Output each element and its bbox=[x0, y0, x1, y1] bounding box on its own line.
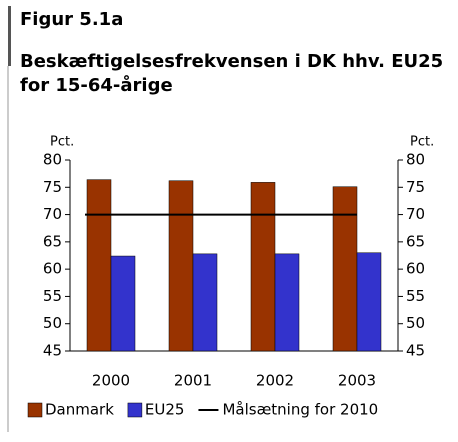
bar bbox=[86, 179, 112, 352]
bar bbox=[332, 186, 358, 352]
bar bbox=[192, 253, 218, 352]
y-tick-label: 70 bbox=[43, 205, 62, 223]
y2-tick-label: 70 bbox=[406, 205, 425, 223]
bar bbox=[274, 253, 300, 352]
legend-label: Danmark bbox=[45, 401, 114, 419]
bar bbox=[356, 252, 382, 352]
x-tick-label: 2003 bbox=[338, 372, 376, 390]
bar bbox=[250, 182, 276, 352]
y2-tick-label: 75 bbox=[406, 178, 425, 196]
y2-tick-label: 45 bbox=[406, 342, 425, 360]
header-bar bbox=[8, 6, 11, 66]
y-tick-label: 45 bbox=[43, 342, 62, 360]
legend-label: EU25 bbox=[145, 401, 185, 419]
legend-swatch bbox=[27, 402, 43, 418]
bar bbox=[168, 180, 194, 352]
x-tick-label: 2001 bbox=[174, 372, 212, 390]
y2-tick-label: 80 bbox=[406, 151, 425, 169]
chart-title: for 15-64-årige bbox=[20, 74, 173, 96]
x-tick-label: 2000 bbox=[92, 372, 130, 390]
y-tick-label: 80 bbox=[43, 151, 62, 169]
y-tick-label: 50 bbox=[43, 314, 62, 332]
y-tick-label: 65 bbox=[43, 232, 62, 250]
y-axis-label: Pct. bbox=[50, 135, 74, 150]
y2-tick-label: 65 bbox=[406, 232, 425, 250]
y2-axis-label: Pct. bbox=[410, 135, 434, 150]
bar bbox=[110, 255, 136, 352]
y-tick-label: 75 bbox=[43, 178, 62, 196]
y-tick-label: 55 bbox=[43, 287, 62, 305]
chart-title: Beskæftigelsesfrekvensen i DK hhv. EU25 bbox=[20, 51, 443, 72]
y2-tick-label: 50 bbox=[406, 314, 425, 332]
x-tick-label: 2002 bbox=[256, 372, 294, 390]
figure-label: Figur 5.1a bbox=[20, 9, 123, 30]
y-tick-label: 60 bbox=[43, 260, 62, 278]
legend-label: Målsætning for 2010 bbox=[222, 401, 378, 419]
y2-tick-label: 60 bbox=[406, 260, 425, 278]
y2-tick-label: 55 bbox=[406, 287, 425, 305]
legend-swatch bbox=[127, 402, 143, 418]
